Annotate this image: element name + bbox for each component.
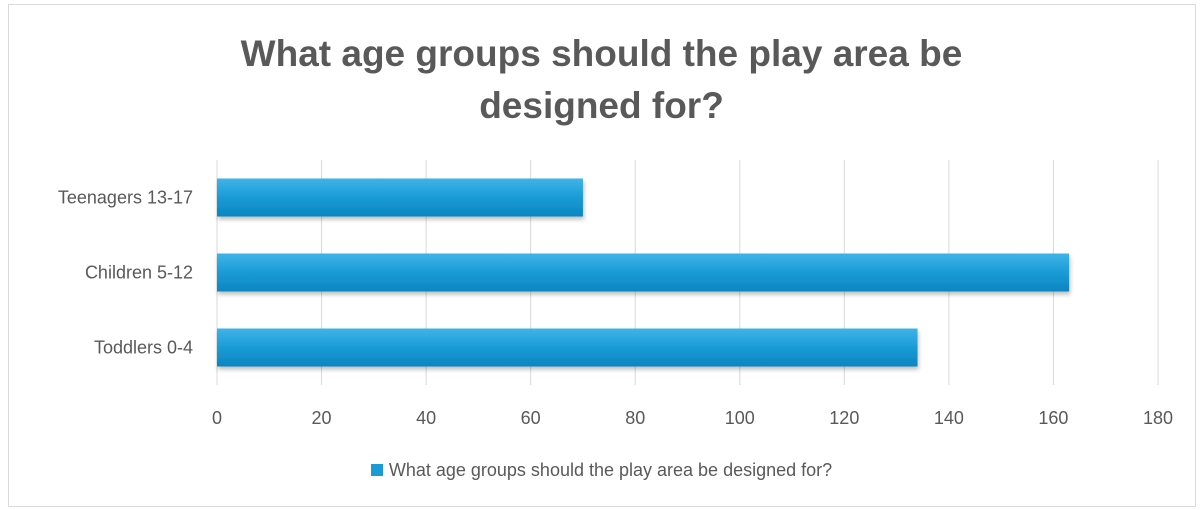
chart-title: What age groups should the play area be … — [0, 28, 1203, 132]
x-tick-label: 0 — [212, 408, 222, 428]
x-tick-label: 180 — [1143, 408, 1173, 428]
y-tick-label: Toddlers 0-4 — [94, 338, 193, 358]
legend-label: What age groups should the play area be … — [388, 460, 833, 480]
bar — [217, 328, 918, 367]
bar — [217, 178, 583, 217]
x-tick-label: 140 — [934, 408, 964, 428]
y-tick-label: Children 5-12 — [85, 263, 193, 283]
x-tick-label: 100 — [725, 408, 755, 428]
x-tick-label: 120 — [829, 408, 859, 428]
x-tick-label: 160 — [1038, 408, 1068, 428]
bar — [217, 253, 1070, 292]
chart-title-line-1: What age groups should the play area be — [240, 33, 963, 74]
legend: What age groups should the play area be … — [0, 460, 1203, 481]
legend-swatch — [370, 464, 383, 476]
y-tick-label: Teenagers 13-17 — [58, 188, 193, 208]
chart-title-line-2: designed for? — [479, 85, 724, 126]
x-tick-label: 60 — [521, 408, 541, 428]
x-tick-label: 40 — [416, 408, 436, 428]
x-tick-label: 80 — [625, 408, 645, 428]
x-tick-label: 20 — [312, 408, 332, 428]
